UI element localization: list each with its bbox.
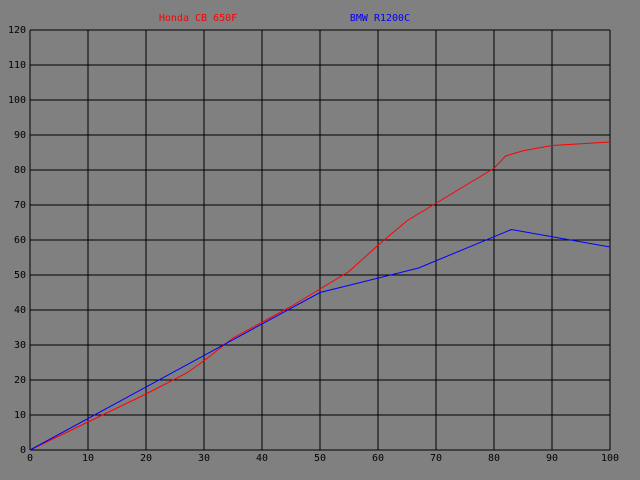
x-tick-label: 80	[488, 453, 500, 464]
y-tick-label: 90	[14, 130, 26, 141]
y-tick-label: 120	[8, 25, 26, 36]
x-tick-label: 30	[198, 453, 210, 464]
y-tick-label: 60	[14, 235, 26, 246]
x-tick-label: 0	[27, 453, 33, 464]
y-tick-label: 100	[8, 95, 26, 106]
y-tick-label: 70	[14, 200, 26, 211]
y-tick-label: 50	[14, 270, 26, 281]
y-tick-label: 20	[14, 375, 26, 386]
x-tick-label: 40	[256, 453, 268, 464]
legend-entry: Honda CB 650F	[159, 13, 237, 24]
y-tick-label: 10	[14, 410, 26, 421]
x-tick-label: 10	[82, 453, 94, 464]
x-tick-label: 90	[546, 453, 558, 464]
x-tick-label: 60	[372, 453, 384, 464]
x-tick-label: 50	[314, 453, 326, 464]
y-tick-label: 0	[20, 445, 26, 456]
x-tick-label: 100	[601, 453, 619, 464]
y-tick-label: 30	[14, 340, 26, 351]
x-tick-label: 20	[140, 453, 152, 464]
x-tick-label: 70	[430, 453, 442, 464]
y-tick-label: 110	[8, 60, 26, 71]
y-tick-label: 40	[14, 305, 26, 316]
series-line	[29, 228, 611, 451]
legend-entry: BMW R1200C	[350, 13, 410, 24]
series-line	[29, 141, 611, 451]
y-tick-label: 80	[14, 165, 26, 176]
